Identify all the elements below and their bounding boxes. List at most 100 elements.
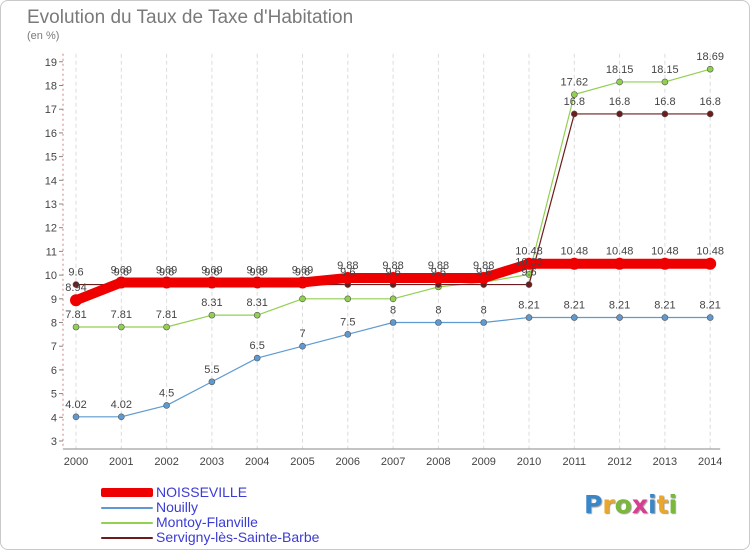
data-label: 9.6 — [340, 267, 355, 279]
data-label: 8.31 — [201, 297, 222, 309]
x-tick-label: 2008 — [426, 456, 450, 468]
data-label: 8.21 — [609, 300, 630, 312]
data-label: 9.6 — [159, 267, 174, 279]
legend-swatch — [101, 521, 153, 524]
data-label: 9.69 — [292, 264, 313, 276]
y-tick-label: 5 — [51, 389, 57, 401]
y-tick-label: 16 — [45, 128, 57, 140]
data-label: 18.69 — [696, 51, 724, 63]
data-label: 8.21 — [699, 300, 720, 312]
data-point — [435, 319, 442, 326]
x-tick-label: 2003 — [200, 456, 224, 468]
logo-letter: i — [648, 490, 657, 519]
data-point — [253, 354, 261, 362]
y-tick-label: 10 — [45, 270, 57, 282]
data-label: 8 — [435, 305, 441, 317]
data-label: 9.6 — [204, 267, 219, 279]
y-tick-label: 14 — [45, 175, 57, 187]
data-label: 9.88 — [382, 260, 403, 272]
chart-title: Evolution du Taux de Taxe d'Habitation — [27, 7, 354, 28]
data-label: 8.21 — [654, 300, 675, 312]
y-tick-label: 17 — [45, 104, 57, 116]
data-point — [523, 257, 535, 270]
legend-swatch — [101, 488, 153, 497]
data-label: 9.6 — [431, 267, 446, 279]
x-tick-label: 2009 — [471, 456, 495, 468]
legend-label: NOISSEVILLE — [156, 484, 248, 500]
data-point — [344, 331, 352, 338]
data-point — [661, 78, 669, 86]
legend-label: Servigny-lès-Sainte-Barbe — [156, 529, 320, 545]
data-point — [616, 110, 623, 118]
data-point — [72, 281, 80, 288]
data-point — [570, 91, 578, 98]
legend-item: NOISSEVILLE — [101, 485, 401, 500]
data-point — [118, 413, 125, 421]
data-label: 4.02 — [65, 399, 86, 411]
legend-item: Servigny-lès-Sainte-Barbe — [101, 530, 401, 545]
legend-swatch — [101, 506, 153, 509]
data-point — [115, 276, 128, 289]
data-label: 9.6 — [385, 267, 400, 279]
unit-label: (en %) — [27, 30, 60, 42]
data-point — [299, 342, 306, 350]
data-label: 4.02 — [111, 399, 132, 411]
series-line-Nouilly — [75, 316, 711, 418]
logo-letter: i — [668, 490, 678, 519]
y-tick-label: 19 — [45, 57, 57, 69]
data-point — [706, 65, 714, 73]
data-label: 10.48 — [606, 246, 634, 258]
data-label: 8.21 — [518, 300, 539, 312]
proxiti-logo: Proxiti — [584, 490, 677, 519]
legend-label: Nouilly — [156, 499, 199, 515]
data-label: 16.8 — [609, 96, 630, 108]
x-tick-label: 2005 — [290, 456, 314, 468]
data-point — [570, 110, 578, 118]
data-point — [163, 323, 170, 331]
y-tick-label: 8 — [51, 318, 57, 330]
data-point — [72, 323, 80, 331]
data-label: 8.31 — [246, 297, 267, 309]
data-point — [387, 271, 400, 284]
data-label: 5.5 — [204, 364, 219, 376]
logo-letter: o — [614, 490, 632, 519]
data-point — [570, 314, 578, 321]
data-label: 9.69 — [246, 264, 267, 276]
data-label: 9.6 — [250, 267, 265, 279]
y-tick-label: 6 — [51, 365, 57, 377]
data-label: 16.8 — [654, 96, 675, 108]
x-tick-label: 2011 — [562, 456, 586, 468]
data-label: 9.69 — [156, 264, 177, 276]
y-tick-label: 13 — [45, 199, 57, 211]
y-tick-label: 4 — [51, 412, 57, 424]
data-point — [296, 276, 309, 289]
data-point — [299, 295, 306, 303]
data-point — [118, 323, 125, 331]
data-label: 9.6 — [114, 267, 129, 279]
data-label: 9.69 — [201, 264, 222, 276]
data-label: 10.48 — [651, 246, 679, 258]
logo-letter: P — [584, 490, 603, 519]
data-label: 9.88 — [473, 260, 494, 272]
data-point — [525, 314, 533, 321]
x-tick-label: 2010 — [517, 456, 541, 468]
x-tick-label: 2013 — [653, 456, 677, 468]
legend-item: Montoy-Flanville — [101, 515, 401, 530]
y-tick-label: 12 — [45, 223, 57, 235]
data-point — [616, 314, 623, 321]
data-point — [525, 281, 533, 288]
x-tick-label: 2002 — [154, 456, 178, 468]
data-point — [613, 257, 626, 270]
logo-letter: x — [631, 490, 648, 519]
data-label: 9.6 — [68, 267, 83, 279]
data-label: 16.8 — [564, 96, 585, 108]
data-label: 17.62 — [561, 77, 589, 89]
data-point — [163, 402, 170, 409]
data-point — [70, 294, 82, 307]
data-label: 9.6 — [476, 267, 491, 279]
legend: NOISSEVILLE Nouilly Montoy-Flanville Servig… — [101, 485, 401, 545]
data-point — [658, 257, 671, 270]
data-point — [341, 271, 354, 284]
